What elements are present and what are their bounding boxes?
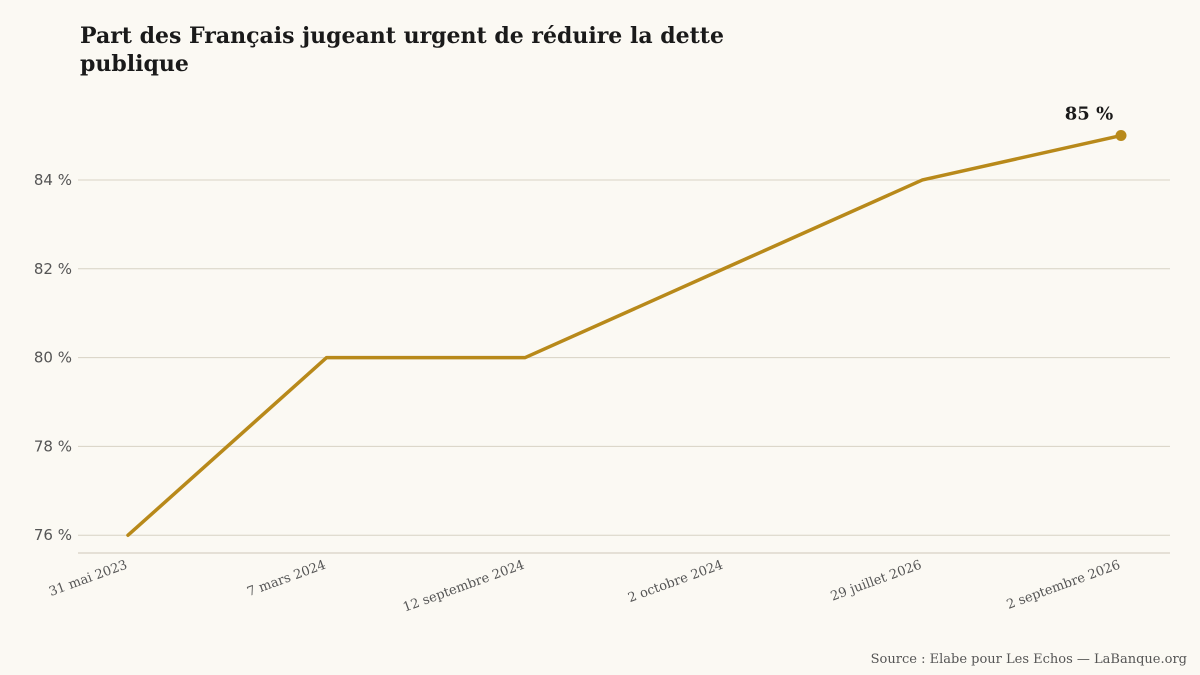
x-tick-label: 7 mars 2024 [245, 558, 328, 600]
y-tick-label: 84 % [34, 171, 72, 189]
y-tick-label: 82 % [34, 260, 72, 278]
x-tick-label: 29 juillet 2026 [829, 558, 924, 605]
y-axis: 76 % 78 % 80 % 82 % 84 % [34, 171, 72, 544]
series-line [126, 133, 1123, 537]
x-tick-label: 31 mai 2023 [47, 558, 129, 600]
x-tick-label: 2 septembre 2026 [1005, 558, 1123, 613]
gridlines [78, 179, 1170, 536]
y-tick-label: 76 % [34, 526, 72, 544]
chart-source: Source : Elabe pour Les Echos — LaBanque… [870, 652, 1187, 667]
y-tick-label: 78 % [34, 437, 72, 455]
end-value-label: 85 % [1065, 104, 1113, 125]
chart-title: Part des Français jugeant urgent de rédu… [80, 23, 724, 77]
end-point-marker [1115, 130, 1127, 142]
x-tick-label: 12 septembre 2024 [401, 558, 526, 616]
x-tick-label: 2 octobre 2024 [626, 558, 725, 606]
y-tick-label: 80 % [34, 349, 72, 367]
x-axis: 31 mai 2023 7 mars 2024 12 septembre 2024 2… [47, 552, 1170, 616]
series: 85 % [126, 104, 1127, 537]
